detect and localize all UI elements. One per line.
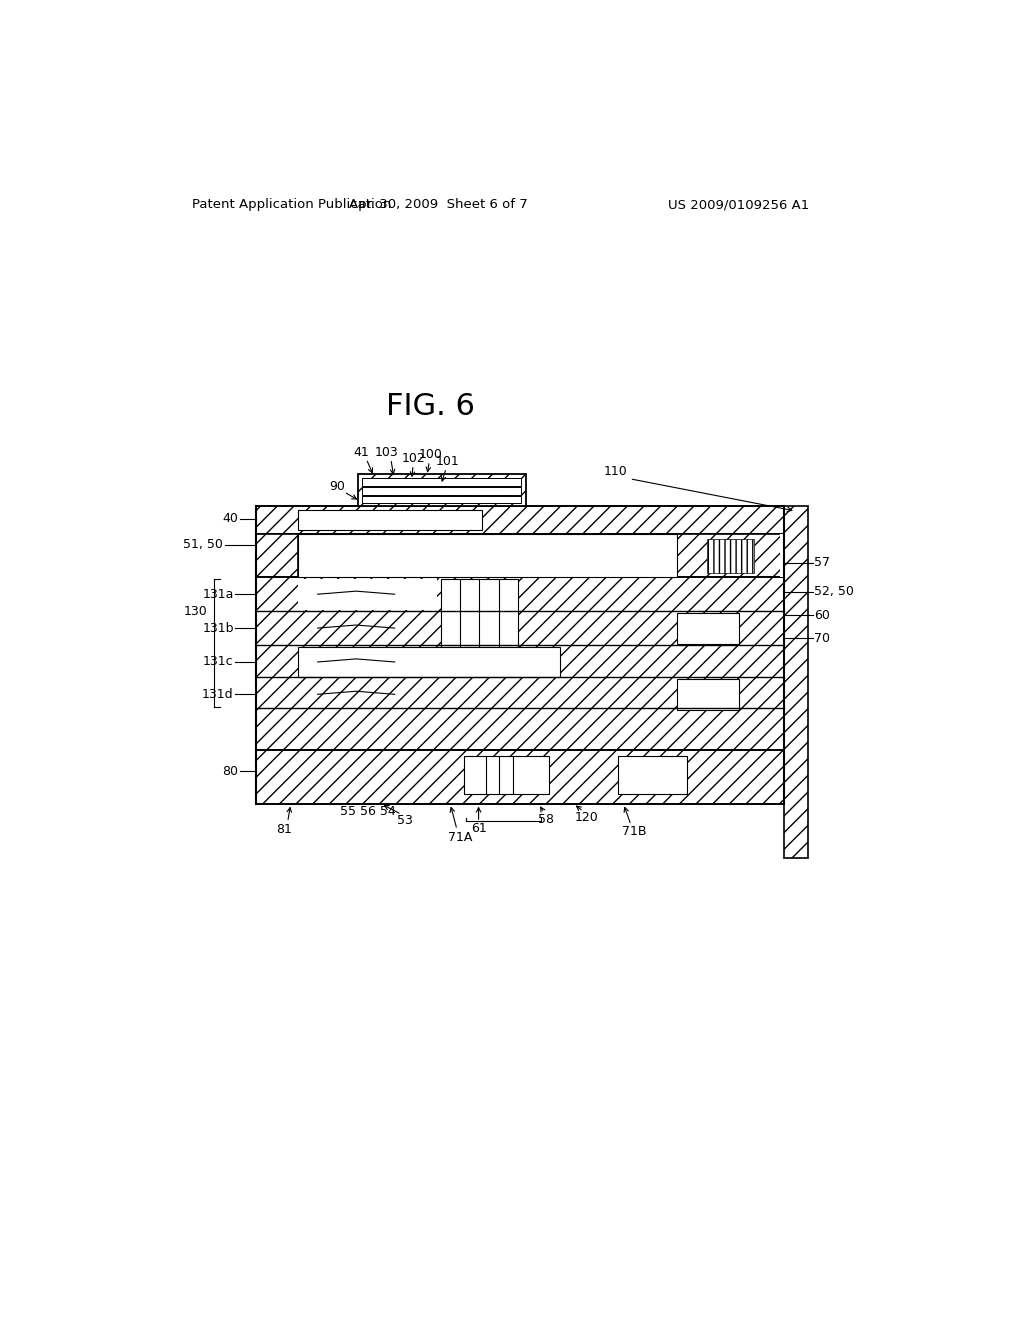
Bar — [362, 496, 521, 503]
Text: 53: 53 — [396, 814, 413, 828]
Bar — [707, 539, 755, 573]
Text: 71A: 71A — [447, 832, 472, 843]
Text: FIG. 6: FIG. 6 — [386, 392, 475, 421]
Text: Patent Application Publication: Patent Application Publication — [193, 198, 391, 211]
Text: 55 56 54: 55 56 54 — [340, 805, 395, 818]
Text: 110: 110 — [604, 465, 628, 478]
Text: 80: 80 — [222, 764, 239, 777]
Bar — [783, 507, 808, 858]
Bar — [298, 647, 560, 677]
Text: 71B: 71B — [622, 825, 646, 838]
Text: 60: 60 — [814, 609, 830, 622]
Text: 100: 100 — [419, 449, 442, 462]
Text: US 2009/0109256 A1: US 2009/0109256 A1 — [669, 198, 810, 211]
Bar — [256, 507, 783, 535]
Text: 90: 90 — [329, 480, 345, 492]
Bar — [362, 487, 521, 495]
Bar — [464, 756, 549, 795]
Bar — [298, 535, 677, 577]
Text: 70: 70 — [814, 631, 830, 644]
Text: 131d: 131d — [202, 688, 233, 701]
Text: 40: 40 — [222, 512, 239, 525]
Bar — [357, 474, 525, 507]
Text: 101: 101 — [436, 455, 460, 469]
Text: 81: 81 — [276, 824, 293, 837]
Bar — [256, 750, 783, 804]
Bar — [298, 579, 437, 610]
Text: Apr. 30, 2009  Sheet 6 of 7: Apr. 30, 2009 Sheet 6 of 7 — [349, 198, 528, 211]
Bar — [677, 535, 783, 577]
Bar — [780, 535, 783, 577]
Text: 103: 103 — [375, 446, 398, 459]
Bar — [256, 535, 298, 577]
Text: 130: 130 — [184, 605, 208, 618]
Text: 58: 58 — [539, 813, 554, 825]
Bar — [298, 511, 481, 531]
Bar — [362, 478, 521, 486]
Bar — [256, 577, 783, 750]
Bar — [677, 678, 739, 710]
Text: 102: 102 — [402, 453, 426, 465]
Text: 57: 57 — [814, 556, 830, 569]
Text: 131c: 131c — [203, 656, 233, 668]
Bar — [617, 756, 687, 795]
Text: 41: 41 — [353, 446, 370, 459]
Text: 131b: 131b — [203, 622, 233, 635]
Text: 131a: 131a — [203, 587, 233, 601]
Text: 51, 50: 51, 50 — [183, 539, 223, 552]
Text: 61: 61 — [471, 822, 487, 834]
Bar — [441, 579, 518, 647]
Text: 120: 120 — [574, 810, 598, 824]
Text: 52, 50: 52, 50 — [814, 585, 854, 598]
Bar — [677, 612, 739, 644]
